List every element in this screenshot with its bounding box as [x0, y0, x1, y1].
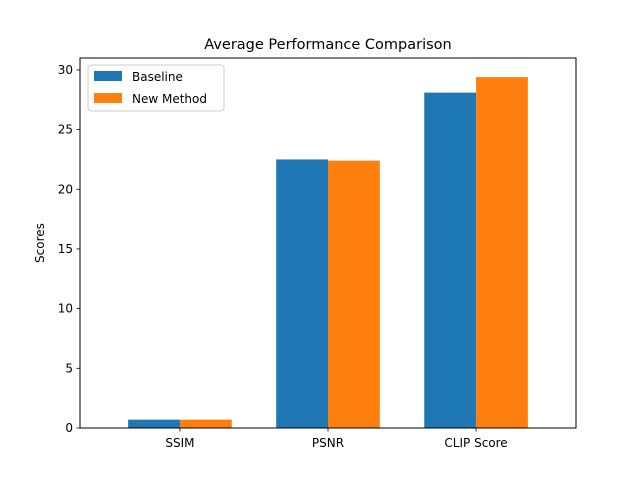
y-tick-label: 25	[58, 123, 73, 137]
x-tick-label: PSNR	[312, 436, 344, 450]
y-tick-label: 0	[65, 421, 73, 435]
axes-group: 0 5 10 15 20 25 30 SSIM PSNR CLIP Score	[58, 57, 577, 450]
x-tick-label: CLIP Score	[444, 436, 507, 450]
bar-psnr-new-method	[328, 160, 380, 428]
bar-psnr-baseline	[276, 159, 328, 428]
legend-label: Baseline	[132, 70, 183, 84]
bar-clip-score-new-method	[476, 77, 528, 428]
bar-ssim-baseline	[128, 419, 180, 428]
y-tick-label: 30	[58, 63, 73, 77]
y-tick-label: 10	[58, 302, 73, 316]
chart-title: Average Performance Comparison	[204, 37, 451, 53]
legend: Baseline New Method	[87, 64, 225, 112]
y-tick-label: 15	[58, 242, 73, 256]
y-axis-label: Scores	[33, 223, 47, 263]
bar-ssim-new-method	[179, 419, 232, 428]
bar-clip-score-baseline	[424, 92, 477, 429]
legend-swatch	[94, 93, 122, 103]
y-tick-label: 20	[58, 182, 73, 196]
legend-label: New Method	[132, 92, 207, 106]
legend-swatch	[94, 71, 122, 81]
x-tick-label: SSIM	[165, 436, 194, 450]
y-tick-label: 5	[65, 361, 73, 375]
bars-group	[128, 77, 528, 429]
